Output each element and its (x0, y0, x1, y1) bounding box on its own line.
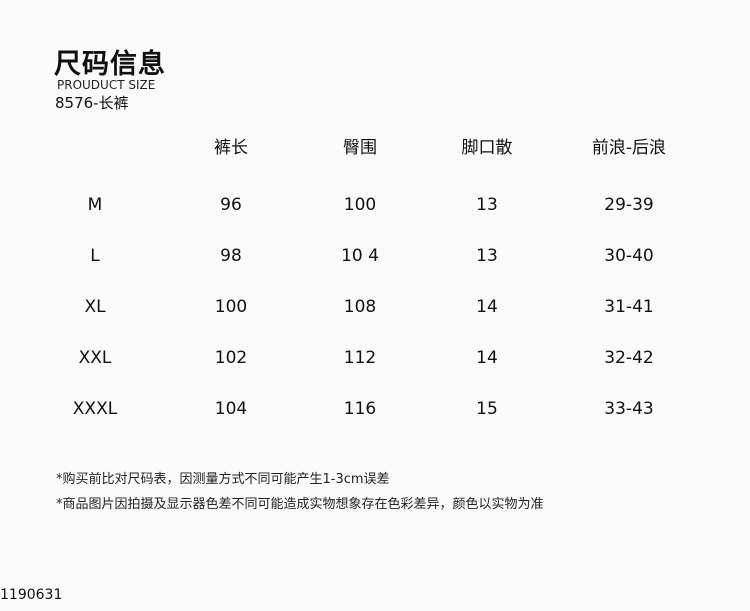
table-cell: 96 (220, 195, 242, 215)
table-cell: 14 (476, 297, 498, 317)
size-label: XXXL (72, 399, 118, 419)
table-cell: 29-39 (604, 195, 654, 215)
table-cell: 112 (343, 348, 377, 368)
table-cell: 32-42 (604, 348, 654, 368)
column-header: 前浪-后浪 (591, 138, 667, 158)
table-cell: 13 (476, 195, 498, 215)
model-label: 8576-长裤 (55, 94, 129, 112)
table-cell: 14 (476, 348, 498, 368)
page-subtitle: PROUDUCT SIZE (57, 78, 156, 92)
product-code: 1190631 (0, 587, 63, 603)
column-header: 裤长 (214, 138, 248, 158)
table-cell: 15 (476, 399, 498, 419)
table-cell: 13 (476, 246, 498, 266)
size-label: XL (84, 297, 106, 317)
table-cell: 116 (343, 399, 377, 419)
table-cell: 100 (214, 297, 248, 317)
note-measurement: *购买前比对尺码表，因测量方式不同可能产生1-3cm误差 (56, 472, 390, 487)
table-cell: 31-41 (604, 297, 654, 317)
table-cell: 33-43 (604, 399, 654, 419)
page-title: 尺码信息 (54, 49, 166, 80)
column-header: 脚口散 (461, 138, 513, 158)
table-cell: 98 (220, 246, 242, 266)
note-color: *商品图片因拍摄及显示器色差不同可能造成实物想象存在色彩差异，颜色以实物为准 (56, 497, 544, 512)
size-label: M (87, 195, 103, 215)
table-cell: 104 (214, 399, 248, 419)
column-header: 臀围 (343, 138, 377, 158)
size-label: XXL (78, 348, 112, 368)
table-cell: 10 4 (341, 246, 379, 266)
table-cell: 100 (343, 195, 377, 215)
table-cell: 108 (343, 297, 377, 317)
size-label: L (90, 246, 100, 266)
table-cell: 30-40 (604, 246, 654, 266)
table-cell: 102 (214, 348, 248, 368)
